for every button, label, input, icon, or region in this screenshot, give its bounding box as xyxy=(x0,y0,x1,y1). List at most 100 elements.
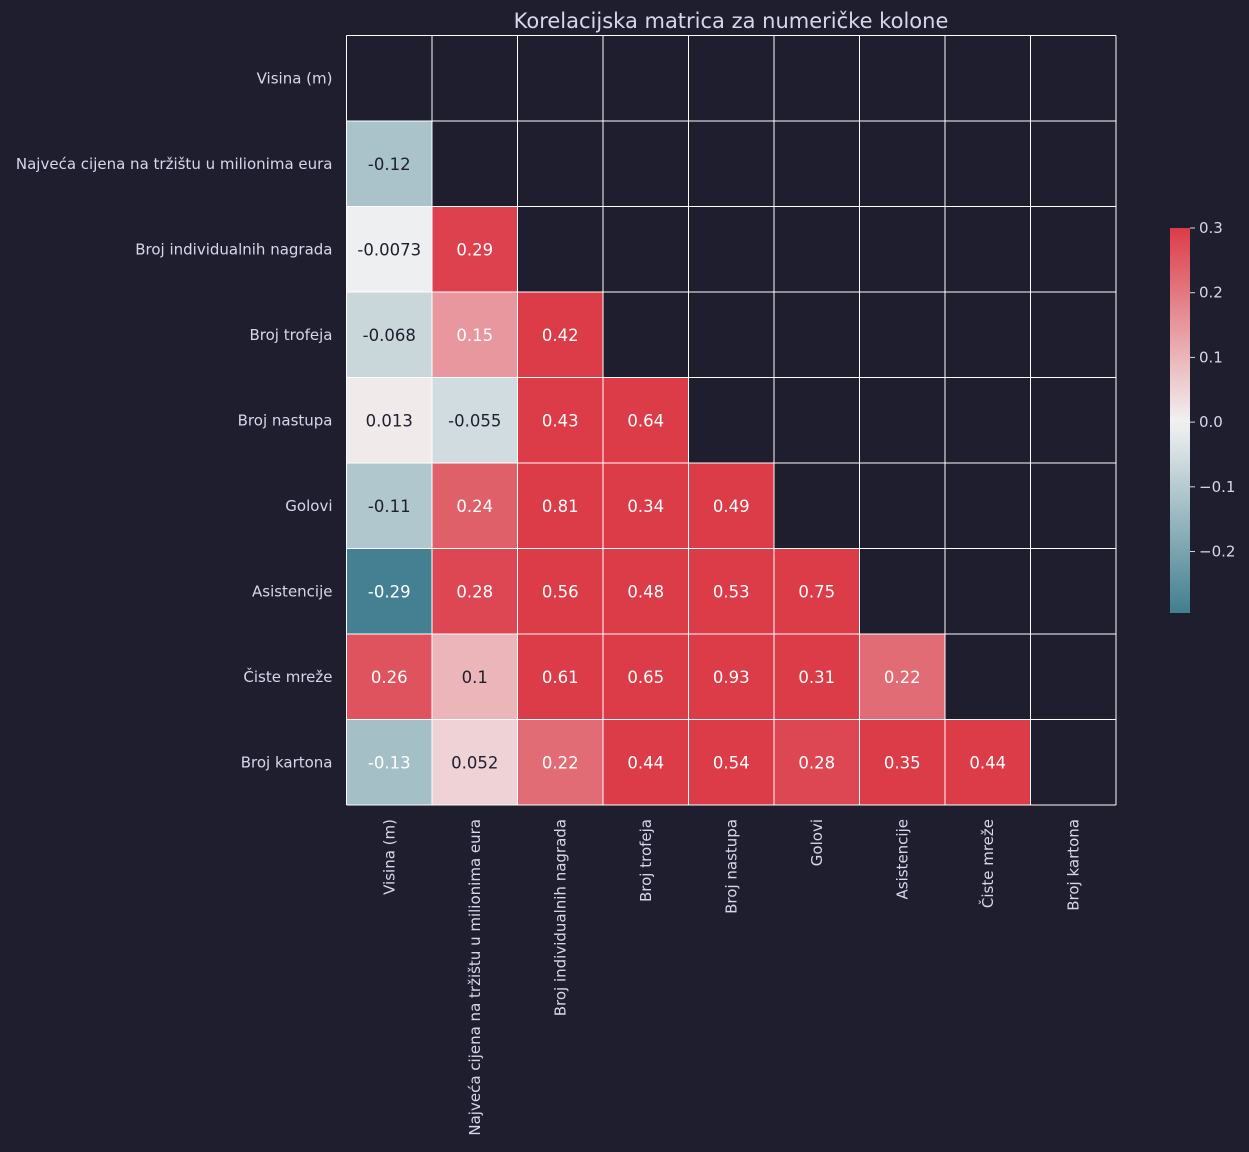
y-tick-label: Najveća cijena na tržištu u milionima eu… xyxy=(16,155,333,173)
x-tick-label: Broj trofeja xyxy=(637,819,655,902)
x-tick-label: Asistencije xyxy=(893,819,911,900)
heatmap-cell xyxy=(517,634,603,720)
heatmap-cell xyxy=(346,463,432,549)
heatmap-cell xyxy=(688,548,774,634)
cell-value-label: 0.28 xyxy=(456,582,493,601)
x-tick-label: Broj nastupa xyxy=(722,819,740,914)
heatmap-cell xyxy=(432,634,518,720)
cell-value-label: 0.15 xyxy=(456,326,493,345)
x-tick-label: Broj kartona xyxy=(1064,819,1082,911)
x-axis-tick-labels: Visina (m) Najveća cijena na tržištu u mi… xyxy=(380,819,1082,1136)
colorbar-gradient xyxy=(1170,228,1190,613)
cell-value-label: -0.29 xyxy=(368,582,411,601)
cell-value-label: 0.43 xyxy=(542,411,579,430)
heatmap-cell xyxy=(517,719,603,805)
heatmap-cell xyxy=(603,377,689,463)
colorbar-tick-label: 0.1 xyxy=(1199,348,1223,366)
cell-value-label: 0.22 xyxy=(884,668,921,687)
y-axis-tick-labels: Visina (m) Najveća cijena na tržištu u mi… xyxy=(16,69,333,771)
y-tick-label: Broj trofeja xyxy=(249,326,332,344)
cell-value-label: 0.29 xyxy=(456,240,493,259)
cell-value-label: 0.35 xyxy=(884,753,921,772)
y-tick-label: Visina (m) xyxy=(257,69,333,87)
cell-value-label: 0.34 xyxy=(627,497,664,516)
heatmap-cell xyxy=(859,719,945,805)
heatmap-cell xyxy=(517,548,603,634)
cell-value-label: 0.53 xyxy=(713,582,750,601)
heatmap-cell xyxy=(432,206,518,292)
heatmap-cell xyxy=(603,548,689,634)
heatmap-cell xyxy=(432,548,518,634)
heatmap-grid-lines xyxy=(346,35,1117,806)
heatmap-cell xyxy=(603,719,689,805)
colorbar-tick-label: −0.1 xyxy=(1199,478,1235,496)
cell-value-label: 0.65 xyxy=(627,668,664,687)
cell-value-label: 0.26 xyxy=(371,668,408,687)
cell-value-label: 0.013 xyxy=(366,411,413,430)
heatmap-cell xyxy=(346,206,432,292)
heatmap-cell xyxy=(517,463,603,549)
x-tick-label: Najveća cijena na tržištu u milionima eu… xyxy=(466,819,484,1136)
x-tick-label: Čiste mreže xyxy=(978,819,997,908)
cell-value-label: -0.12 xyxy=(368,155,411,174)
heatmap-cell xyxy=(432,292,518,378)
y-tick-label: Broj individualnih nagrada xyxy=(135,240,332,258)
heatmap-cell xyxy=(517,377,603,463)
cell-value-label: 0.44 xyxy=(969,753,1006,772)
y-tick-label: Asistencije xyxy=(252,582,333,600)
cell-value-label: 0.61 xyxy=(542,668,579,687)
cell-value-label: 0.54 xyxy=(713,753,750,772)
cell-value-label: 0.81 xyxy=(542,497,579,516)
cell-value-label: 0.44 xyxy=(627,753,664,772)
colorbar-tick-label: 0.2 xyxy=(1199,284,1223,302)
cell-value-label: 0.75 xyxy=(798,582,835,601)
cell-value-label: -0.13 xyxy=(368,753,411,772)
cell-value-label: 0.22 xyxy=(542,753,579,772)
heatmap-cell xyxy=(774,548,860,634)
colorbar-ticks: 0.3 0.2 0.1 0.0 −0.1 −0.2 xyxy=(1190,219,1235,561)
cell-value-label: -0.11 xyxy=(368,497,411,516)
heatmap-cell xyxy=(346,719,432,805)
cell-value-label: -0.068 xyxy=(363,326,416,345)
y-tick-label: Broj nastupa xyxy=(238,411,333,429)
y-tick-label: Broj kartona xyxy=(241,753,333,771)
heatmap-cell xyxy=(945,719,1031,805)
cell-value-label: 0.052 xyxy=(451,753,498,772)
heatmap-cells: -0.12 -0.0073 0.29 -0.068 0.15 0.42 0.013 -0.05… xyxy=(346,121,1031,805)
colorbar-tick-label: 0.3 xyxy=(1199,219,1223,237)
heatmap-cell xyxy=(346,292,432,378)
heatmap-cell xyxy=(859,634,945,720)
cell-value-label: 0.48 xyxy=(627,582,664,601)
heatmap-cell xyxy=(688,463,774,549)
heatmap-cell xyxy=(774,719,860,805)
colorbar-tick-label: −0.2 xyxy=(1199,543,1235,561)
cell-value-label: 0.42 xyxy=(542,326,579,345)
heatmap-cell xyxy=(346,548,432,634)
heatmap-cell xyxy=(432,377,518,463)
cell-value-label: 0.1 xyxy=(462,668,488,687)
heatmap-cell xyxy=(432,463,518,549)
heatmap-cell xyxy=(688,719,774,805)
heatmap-cell xyxy=(346,634,432,720)
colorbar-tick-label: 0.0 xyxy=(1199,413,1223,431)
cell-value-label: 0.31 xyxy=(798,668,835,687)
chart-title: Korelacijska matrica za numeričke kolone xyxy=(514,9,949,33)
y-tick-label: Golovi xyxy=(285,497,332,515)
colorbar: 0.3 0.2 0.1 0.0 −0.1 −0.2 xyxy=(1170,219,1235,613)
heatmap-cell xyxy=(346,121,432,207)
x-tick-label: Visina (m) xyxy=(380,819,398,895)
x-tick-label: Broj individualnih nagrada xyxy=(551,819,569,1016)
cell-value-label: 0.28 xyxy=(798,753,835,772)
cell-value-label: 0.64 xyxy=(627,411,664,430)
cell-value-label: -0.0073 xyxy=(357,240,421,259)
x-tick-label: Golovi xyxy=(808,819,826,866)
heatmap-cell xyxy=(603,463,689,549)
cell-value-label: 0.93 xyxy=(713,668,750,687)
heatmap-cell xyxy=(346,377,432,463)
heatmap-cell xyxy=(688,634,774,720)
heatmap-cell xyxy=(432,719,518,805)
cell-value-label: -0.055 xyxy=(448,411,501,430)
heatmap-cell xyxy=(774,634,860,720)
y-tick-label: Čiste mreže xyxy=(243,667,332,686)
